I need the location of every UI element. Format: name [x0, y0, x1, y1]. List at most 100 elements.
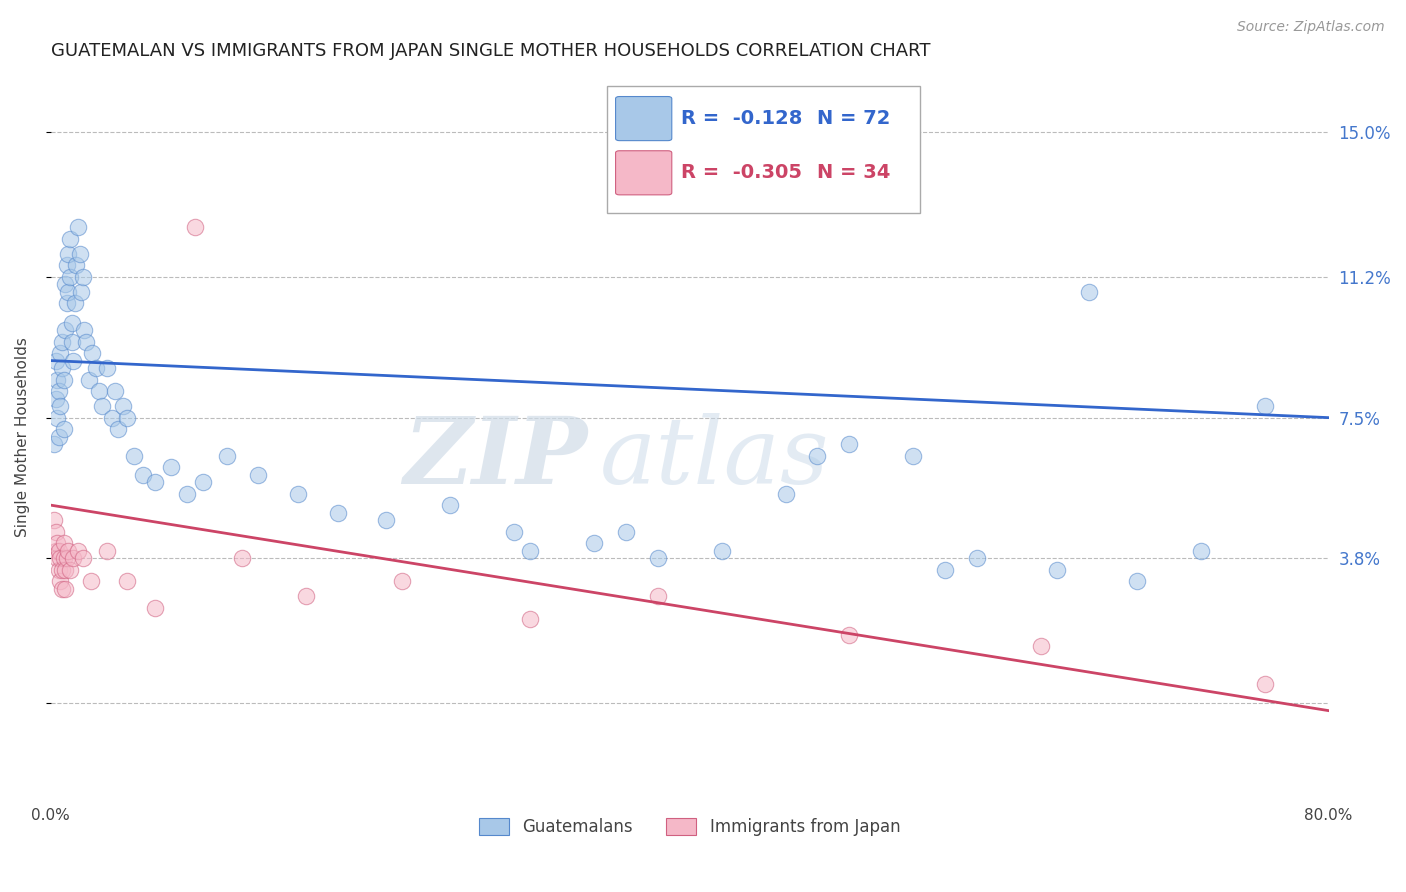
Point	[52, 422, 75, 436]
Point	[70, 285, 93, 299]
Point	[614, 524, 637, 539]
Point	[806, 449, 828, 463]
Point	[49, 346, 72, 360]
Y-axis label: Single Mother Households: Single Mother Households	[15, 337, 30, 537]
Point	[51, 334, 73, 349]
Text: GUATEMALAN VS IMMIGRANTS FROM JAPAN SINGLE MOTHER HOUSEHOLDS CORRELATION CHART: GUATEMALAN VS IMMIGRANTS FROM JAPAN SING…	[51, 42, 931, 60]
FancyBboxPatch shape	[616, 151, 672, 194]
Point	[710, 544, 733, 558]
Point	[287, 487, 309, 501]
Point	[56, 296, 79, 310]
Point	[1078, 285, 1101, 299]
Point	[328, 506, 350, 520]
Point	[66, 544, 89, 558]
Point	[159, 460, 181, 475]
Point	[582, 536, 605, 550]
Point	[52, 373, 75, 387]
Point	[53, 582, 76, 596]
Point	[838, 627, 860, 641]
Point	[1253, 399, 1275, 413]
Point	[48, 544, 70, 558]
Point	[775, 487, 797, 501]
Point	[60, 334, 83, 349]
Point	[63, 296, 86, 310]
Point	[45, 544, 67, 558]
Point	[49, 399, 72, 413]
Point	[143, 600, 166, 615]
Point	[117, 410, 139, 425]
Point	[56, 551, 79, 566]
Point	[647, 551, 669, 566]
Point	[1253, 677, 1275, 691]
FancyBboxPatch shape	[616, 96, 672, 141]
Point	[838, 437, 860, 451]
Point	[96, 361, 118, 376]
Point	[56, 259, 79, 273]
Point	[934, 563, 956, 577]
Point	[65, 259, 87, 273]
Point	[439, 498, 461, 512]
Text: R =  -0.128: R = -0.128	[681, 109, 801, 128]
Point	[42, 437, 65, 451]
Point	[72, 551, 94, 566]
Point	[49, 574, 72, 589]
Point	[51, 361, 73, 376]
Text: R =  -0.305: R = -0.305	[681, 163, 801, 182]
Point	[48, 563, 70, 577]
Point	[1029, 639, 1052, 653]
Point	[111, 399, 134, 413]
Point	[191, 475, 214, 490]
Text: ZIP: ZIP	[404, 413, 588, 503]
Text: N = 72: N = 72	[817, 109, 891, 128]
Point	[72, 269, 94, 284]
Point	[48, 430, 70, 444]
Point	[46, 551, 69, 566]
Text: N = 34: N = 34	[817, 163, 891, 182]
Point	[647, 590, 669, 604]
Point	[51, 582, 73, 596]
Point	[77, 373, 100, 387]
Point	[46, 410, 69, 425]
Point	[58, 285, 80, 299]
Point	[183, 220, 205, 235]
Point	[903, 449, 925, 463]
Point	[45, 353, 67, 368]
Point	[59, 269, 82, 284]
Point	[91, 399, 114, 413]
Point	[45, 392, 67, 406]
Point	[46, 536, 69, 550]
Point	[66, 220, 89, 235]
Point	[117, 574, 139, 589]
Point	[58, 247, 80, 261]
Point	[58, 544, 80, 558]
Point	[42, 513, 65, 527]
Point	[295, 590, 318, 604]
Point	[375, 513, 398, 527]
Point	[60, 316, 83, 330]
Point	[46, 373, 69, 387]
Point	[503, 524, 526, 539]
Point	[215, 449, 238, 463]
Point	[1046, 563, 1069, 577]
Point	[100, 410, 122, 425]
Point	[62, 353, 84, 368]
Point	[519, 612, 541, 626]
Point	[59, 563, 82, 577]
Point	[132, 467, 155, 482]
Point	[80, 574, 103, 589]
Point	[1189, 544, 1212, 558]
Point	[45, 524, 67, 539]
Point	[73, 323, 96, 337]
Point	[104, 384, 127, 398]
Point	[52, 536, 75, 550]
Point	[87, 384, 110, 398]
Point	[391, 574, 413, 589]
Point	[53, 277, 76, 292]
Point	[52, 551, 75, 566]
Point	[84, 361, 107, 376]
Point	[51, 563, 73, 577]
Point	[122, 449, 145, 463]
Point	[1126, 574, 1149, 589]
Point	[48, 384, 70, 398]
Point	[966, 551, 988, 566]
